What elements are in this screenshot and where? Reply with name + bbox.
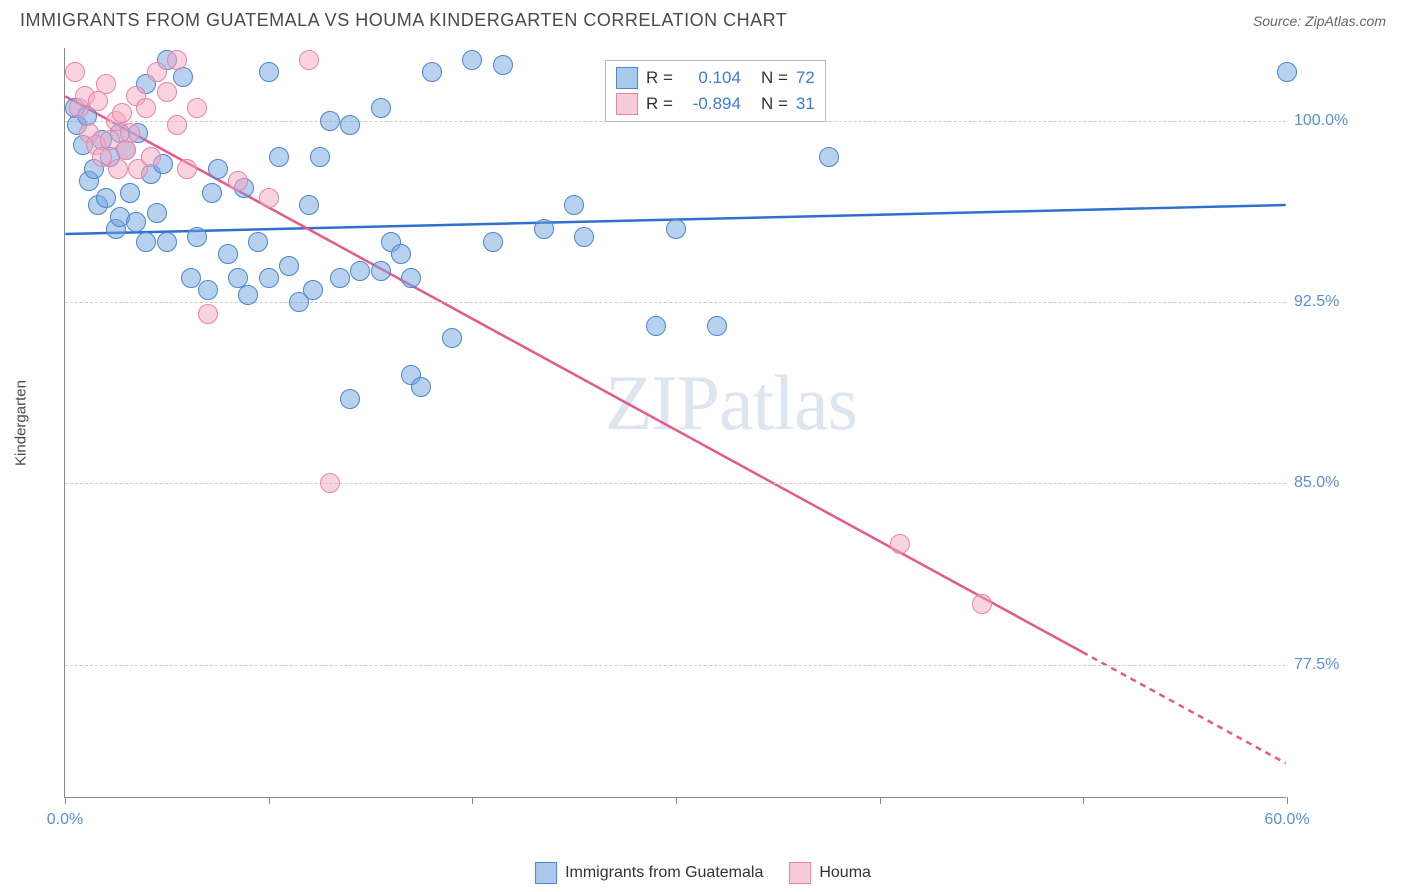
- legend-item-houma: Houma: [789, 862, 871, 884]
- data-point-houma: [116, 140, 136, 160]
- y-tick-label: 85.0%: [1294, 474, 1374, 492]
- y-tick-label: 92.5%: [1294, 293, 1374, 311]
- data-point-guatemala: [391, 244, 411, 264]
- grid-line: [65, 483, 1286, 484]
- x-tick: [269, 797, 270, 804]
- plot-area: Kindergarten ZIPatlas 77.5%85.0%92.5%100…: [64, 48, 1286, 798]
- grid-line: [65, 665, 1286, 666]
- data-point-houma: [259, 188, 279, 208]
- data-point-guatemala: [218, 244, 238, 264]
- data-point-guatemala: [187, 227, 207, 247]
- data-point-guatemala: [483, 232, 503, 252]
- data-point-guatemala: [442, 328, 462, 348]
- trend-lines-layer: [65, 48, 1286, 797]
- legend-item-guatemala: Immigrants from Guatemala: [535, 862, 763, 884]
- data-point-guatemala: [371, 261, 391, 281]
- legend-swatch-blue: [616, 67, 638, 89]
- data-point-houma: [320, 473, 340, 493]
- data-point-guatemala: [564, 195, 584, 215]
- data-point-houma: [299, 50, 319, 70]
- data-point-guatemala: [198, 280, 218, 300]
- data-point-guatemala: [120, 183, 140, 203]
- data-point-guatemala: [819, 147, 839, 167]
- correlation-legend-row: R = 0.104N = 72: [616, 65, 815, 91]
- data-point-guatemala: [1277, 62, 1297, 82]
- data-point-houma: [972, 594, 992, 614]
- data-point-houma: [167, 115, 187, 135]
- legend-swatch-pink: [616, 93, 638, 115]
- data-point-houma: [228, 171, 248, 191]
- data-point-houma: [187, 98, 207, 118]
- data-point-guatemala: [126, 212, 146, 232]
- data-point-guatemala: [320, 111, 340, 131]
- data-point-guatemala: [340, 115, 360, 135]
- data-point-guatemala: [310, 147, 330, 167]
- chart-title: IMMIGRANTS FROM GUATEMALA VS HOUMA KINDE…: [20, 10, 787, 31]
- data-point-guatemala: [208, 159, 228, 179]
- legend-swatch-pink: [789, 862, 811, 884]
- x-tick: [1287, 797, 1288, 804]
- data-point-houma: [177, 159, 197, 179]
- data-point-houma: [167, 50, 187, 70]
- data-point-guatemala: [493, 55, 513, 75]
- data-point-guatemala: [259, 268, 279, 288]
- data-point-guatemala: [340, 389, 360, 409]
- legend-label: Houma: [819, 864, 871, 882]
- data-point-guatemala: [574, 227, 594, 247]
- chart-container: Kindergarten ZIPatlas 77.5%85.0%92.5%100…: [64, 48, 1384, 838]
- data-point-houma: [157, 82, 177, 102]
- data-point-guatemala: [299, 195, 319, 215]
- data-point-houma: [198, 304, 218, 324]
- correlation-legend-row: R = -0.894N = 31: [616, 91, 815, 117]
- x-tick: [65, 797, 66, 804]
- data-point-guatemala: [422, 62, 442, 82]
- data-point-houma: [890, 534, 910, 554]
- data-point-houma: [96, 74, 116, 94]
- data-point-guatemala: [462, 50, 482, 70]
- data-point-guatemala: [350, 261, 370, 281]
- data-point-guatemala: [303, 280, 323, 300]
- correlation-legend: R = 0.104N = 72R = -0.894N = 31: [605, 60, 826, 122]
- data-point-houma: [136, 98, 156, 118]
- data-point-guatemala: [371, 98, 391, 118]
- data-point-houma: [147, 62, 167, 82]
- data-point-guatemala: [238, 285, 258, 305]
- x-tick-label: 60.0%: [1264, 811, 1309, 829]
- x-tick: [472, 797, 473, 804]
- data-point-guatemala: [147, 203, 167, 223]
- data-point-houma: [112, 103, 132, 123]
- data-point-guatemala: [96, 188, 116, 208]
- x-tick: [676, 797, 677, 804]
- data-point-houma: [65, 62, 85, 82]
- data-point-guatemala: [411, 377, 431, 397]
- legend-label: Immigrants from Guatemala: [565, 864, 763, 882]
- x-tick: [880, 797, 881, 804]
- data-point-guatemala: [202, 183, 222, 203]
- watermark: ZIPatlas: [605, 358, 857, 448]
- data-point-guatemala: [269, 147, 289, 167]
- data-point-houma: [141, 147, 161, 167]
- data-point-guatemala: [646, 316, 666, 336]
- data-point-guatemala: [157, 232, 177, 252]
- data-point-guatemala: [136, 232, 156, 252]
- x-tick: [1083, 797, 1084, 804]
- y-axis-label: Kindergarten: [13, 380, 30, 466]
- y-tick-label: 77.5%: [1294, 656, 1374, 674]
- data-point-guatemala: [330, 268, 350, 288]
- legend-swatch-blue: [535, 862, 557, 884]
- data-point-guatemala: [534, 219, 554, 239]
- data-point-guatemala: [279, 256, 299, 276]
- y-tick-label: 100.0%: [1294, 112, 1374, 130]
- data-point-guatemala: [259, 62, 279, 82]
- legend-bottom: Immigrants from Guatemala Houma: [535, 862, 871, 884]
- data-point-houma: [108, 159, 128, 179]
- x-tick-label: 0.0%: [47, 811, 83, 829]
- data-point-guatemala: [401, 268, 421, 288]
- data-point-guatemala: [248, 232, 268, 252]
- source-attribution: Source: ZipAtlas.com: [1253, 13, 1386, 29]
- data-point-guatemala: [666, 219, 686, 239]
- data-point-houma: [120, 123, 140, 143]
- data-point-guatemala: [707, 316, 727, 336]
